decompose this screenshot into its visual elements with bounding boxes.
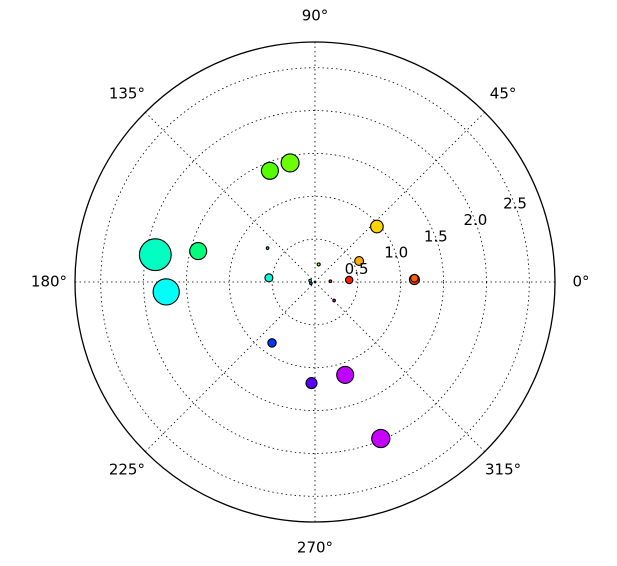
scatter-point (316, 262, 321, 267)
polar-frame (74, 41, 556, 523)
scatter-point (260, 161, 279, 180)
scatter-point (138, 238, 172, 272)
angle-tick-label: 45° (490, 84, 517, 102)
scatter-point (267, 338, 277, 348)
scatter-point (410, 273, 419, 283)
points-layer (138, 153, 420, 449)
labels-layer: 0° 45° 90° 135° 180° 225° 270° 315° 0.5 1.0 1.5 2.0… (31, 7, 590, 557)
scatter-point (354, 256, 365, 266)
angle-tick-label: 90° (302, 7, 329, 25)
angle-tick-label: 0° (572, 273, 589, 291)
angle-tick-label: 180° (31, 273, 67, 291)
radial-grid-circle (271, 238, 359, 326)
angle-tick-label: 225° (109, 461, 145, 479)
scatter-point (152, 278, 180, 306)
angle-tick-label: 135° (109, 84, 145, 102)
angle-tick-label: 270° (297, 539, 333, 557)
radial-grid-circle (186, 153, 444, 411)
angular-grid-line (145, 281, 316, 452)
angle-tick-label: 315° (485, 461, 521, 479)
scatter-point (189, 242, 208, 261)
radial-grid-circle (100, 67, 530, 497)
scatter-point (370, 219, 384, 234)
scatter-point (264, 273, 274, 283)
scatter-point (265, 246, 270, 250)
radial-tick-label: 2.5 (503, 195, 527, 213)
grid-layer (75, 42, 555, 522)
radial-tick-label: 2.0 (463, 211, 487, 229)
scatter-point (344, 275, 354, 285)
angular-grid-line (314, 281, 485, 452)
scatter-point (328, 279, 333, 284)
radial-tick-label: 1.5 (424, 227, 448, 245)
radial-tick-label: 1.0 (384, 244, 408, 262)
scatter-point (332, 298, 336, 303)
scatter-point (305, 377, 318, 390)
radial-tick-label: 0.5 (345, 260, 369, 278)
scatter-point (309, 281, 313, 286)
scatter-point (280, 153, 300, 173)
scatter-point (371, 428, 391, 449)
scatter-point (336, 365, 355, 384)
